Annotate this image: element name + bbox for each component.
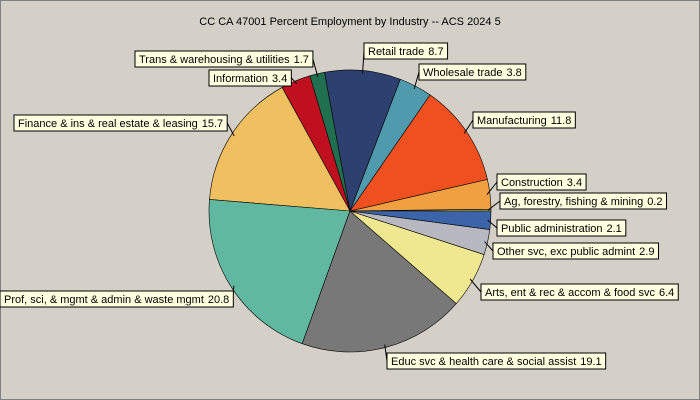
label-category: Educ svc & health care & social assist [391,356,576,368]
pie-slice [209,87,351,212]
label-box [208,69,292,87]
label-box [363,42,449,60]
leader-line [312,58,319,77]
label-value: 2.9 [639,246,654,258]
label-box [496,173,587,191]
chart-title: CC CA 47001 Percent Employment by Indust… [199,16,500,28]
slice-label: Trans & warehousing & utilities 1.7 [134,50,319,77]
label-box [418,63,527,81]
label-box [386,352,607,370]
label-text: Wholesale trade 3.8 [423,67,522,79]
label-text: Trans & warehousing & utilities 1.7 [139,54,309,66]
label-category: Ag, forestry, fishing & mining [504,196,643,208]
label-category: Arts, ent & rec & accom & food svc [485,287,655,299]
slice-label: Retail trade 8.7 [362,42,449,74]
slice-label: Educ svc & health care & social assist 19… [384,344,607,370]
leader-line [463,119,474,134]
label-value: 1.7 [294,54,309,66]
label-text: Public administration 2.1 [501,223,622,235]
slice-label: Ag, forestry, fishing & mining 0.2 [487,192,667,211]
label-box [13,114,228,132]
label-category: Finance & ins & real estate & leasing [18,118,198,130]
leader-line [487,219,498,229]
label-text: Prof, sci, & mgmt & admin & waste mgmt 20… [4,294,229,306]
label-text: Other svc, exc public admint 2.9 [497,246,654,258]
slice-label: Public administration 2.1 [487,219,627,237]
slice-label: Wholesale trade 3.8 [413,63,527,89]
label-value: 3.4 [272,73,287,85]
slice-label: Finance & ins & real estate & leasing 15.… [13,114,235,137]
label-box [134,50,314,68]
label-category: Trans & warehousing & utilities [139,54,290,66]
slice-label: Prof, sci, & mgmt & admin & waste mgmt 20… [0,285,235,308]
label-text: Construction 3.4 [501,177,582,189]
label-value: 11.8 [551,115,572,127]
label-category: Construction [501,177,563,189]
slice-label: Information 3.4 [208,69,298,87]
pie-slice [349,210,492,230]
label-value: 3.4 [567,177,582,189]
label-category: Retail trade [368,46,424,58]
pie-slice [208,199,351,345]
label-category: Information [213,73,268,85]
label-box [472,111,576,129]
pie-slice [349,94,488,212]
label-box [496,219,627,237]
label-category: Prof, sci, & mgmt & admin & waste mgmt [4,294,204,306]
label-text: Retail trade 8.7 [368,46,444,58]
label-value: 20.8 [208,294,229,306]
label-text: Information 3.4 [213,73,287,85]
label-box [499,192,667,210]
label-category: Other svc, exc public admint [497,246,635,258]
label-text: Manufacturing 11.8 [477,115,571,127]
label-value: 3.8 [507,67,522,79]
label-box [480,283,679,301]
label-text: Ag, forestry, fishing & mining 0.2 [504,196,662,208]
label-box [0,290,234,308]
label-category: Public administration [501,223,603,235]
leader-line [290,77,298,85]
leader-line [232,285,235,292]
label-value: 6.4 [659,287,674,299]
label-category: Wholesale trade [423,67,503,79]
label-value: 8.7 [428,46,443,58]
leader-line [226,122,235,137]
slice-label: Construction 3.4 [486,173,587,195]
label-value: 2.1 [607,223,622,235]
slice-label: Other svc, exc public admint 2.9 [484,241,659,260]
leader-line [413,71,420,89]
label-text: Finance & ins & real estate & leasing 15.… [18,118,223,130]
label-category: Manufacturing [477,115,547,127]
leader-line [469,278,482,293]
label-box [492,242,659,260]
leader-line [487,200,501,211]
leader-line [484,241,494,252]
slice-label: Manufacturing 11.8 [463,111,576,134]
label-value: 19.1 [580,356,601,368]
label-value: 15.7 [202,118,223,130]
leader-line [486,181,498,195]
label-text: Arts, ent & rec & accom & food svc 6.4 [485,287,674,299]
label-text: Educ svc & health care & social assist 19… [391,356,602,368]
slice-label: Arts, ent & rec & accom & food svc 6.4 [469,278,679,301]
label-value: 0.2 [647,196,662,208]
